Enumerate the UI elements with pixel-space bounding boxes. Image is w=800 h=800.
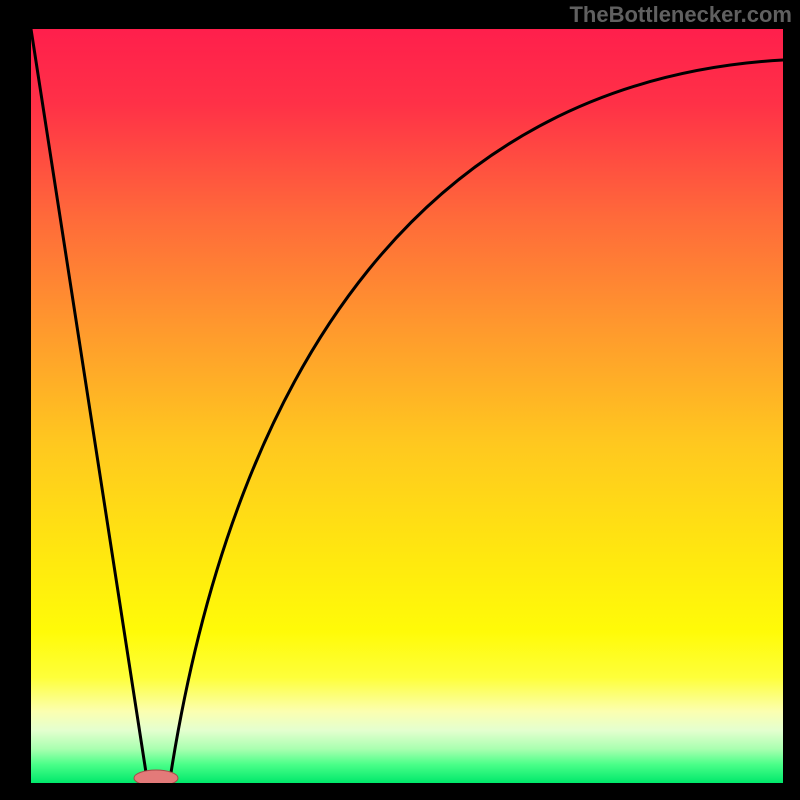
bottleneck-chart <box>0 0 800 800</box>
chart-container: TheBottlenecker.com <box>0 0 800 800</box>
watermark-text: TheBottlenecker.com <box>569 2 792 28</box>
chart-background-gradient <box>31 29 783 783</box>
